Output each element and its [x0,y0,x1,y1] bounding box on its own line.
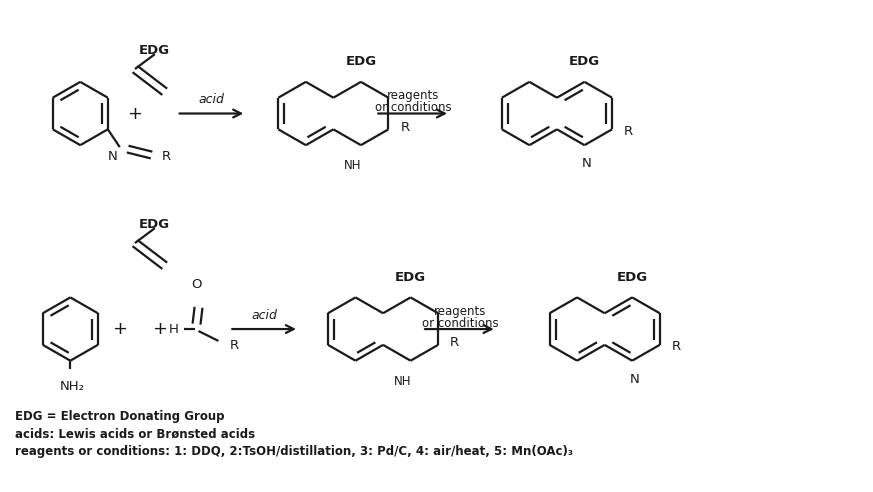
Text: EDG: EDG [616,271,648,283]
Text: acids: Lewis acids or Brønsted acids: acids: Lewis acids or Brønsted acids [15,428,255,440]
Text: NH: NH [344,159,361,172]
Text: NH₂: NH₂ [60,380,85,394]
Text: EDG: EDG [569,55,600,68]
Text: N: N [629,372,639,386]
Text: EDG: EDG [395,271,426,283]
Text: acid: acid [251,308,277,322]
Text: or conditions: or conditions [422,317,498,330]
Text: EDG: EDG [139,218,170,231]
Text: +: + [113,320,127,338]
Text: EDG = Electron Donating Group: EDG = Electron Donating Group [15,409,224,423]
Text: +: + [127,104,142,123]
Text: +: + [152,320,168,338]
Text: reagents: reagents [387,89,439,102]
Text: R: R [624,125,633,138]
Text: N: N [581,157,591,170]
Text: R: R [162,150,170,162]
Text: EDG: EDG [346,55,376,68]
Text: reagents or conditions: 1: DDQ, 2:TsOH/distillation, 3: Pd/C, 4: air/heat, 5: Mn: reagents or conditions: 1: DDQ, 2:TsOH/d… [15,445,573,458]
Text: R: R [230,339,238,352]
Text: or conditions: or conditions [375,101,451,114]
Text: EDG: EDG [139,44,170,57]
Text: NH: NH [394,374,411,388]
Text: N: N [108,150,118,163]
Text: R: R [671,340,681,353]
Text: H: H [168,323,179,336]
Text: acid: acid [198,93,224,106]
Text: R: R [401,121,409,134]
Text: R: R [450,337,459,349]
Text: O: O [191,278,202,291]
Text: reagents: reagents [434,305,486,318]
